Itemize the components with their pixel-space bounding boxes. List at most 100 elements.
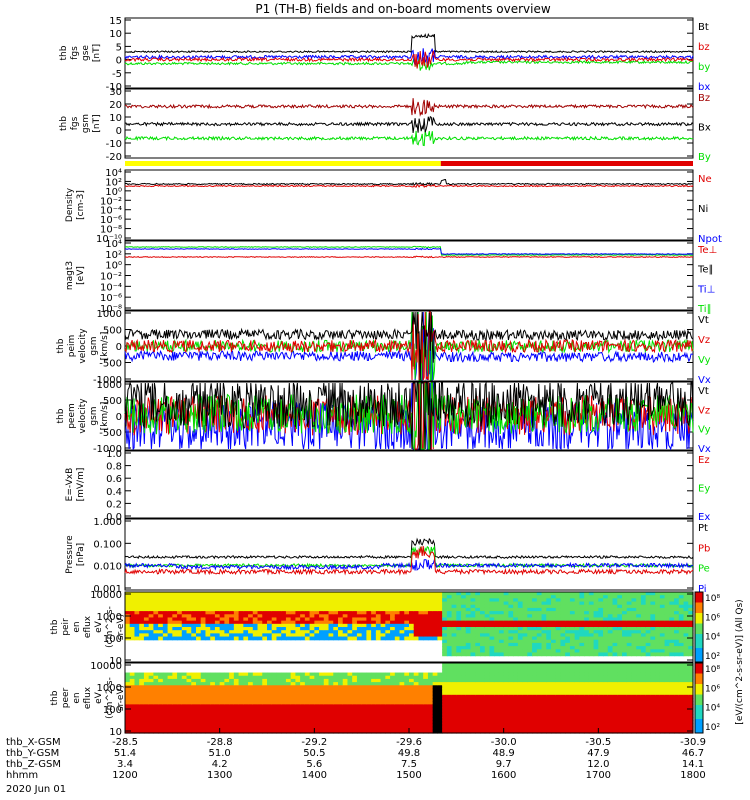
colorbar-swatch (695, 599, 703, 602)
colorbar-swatch (695, 731, 703, 734)
colorbar-swatch (695, 597, 703, 600)
colorbar-swatch (695, 648, 703, 651)
legend-entry: bz (698, 42, 710, 53)
y-axis-label: velocity (78, 328, 88, 364)
series-Vz (124, 311, 694, 381)
y-tick-label: 0 (116, 126, 122, 137)
y-tick-label: 10⁻⁴ (100, 282, 122, 293)
x-tick-label: -29.2 (301, 737, 327, 748)
colorbar-swatch (695, 722, 703, 725)
x-tick-label: 1200 (112, 770, 137, 781)
panel-frame (124, 240, 694, 311)
panel-9: 10000 1000 100 10 thb peer en eflux eV (cm^2-s-sr… (50, 661, 694, 738)
colorbar-swatch (695, 724, 703, 727)
colorbar-swatch (695, 713, 703, 716)
fast-survey-bar (440, 161, 693, 166)
y-axis-label: Pressure (65, 535, 75, 574)
colorbar-swatch (695, 602, 703, 605)
y-axis-label: thb (59, 45, 69, 60)
spectrogram-8 (125, 592, 694, 657)
colorbar-swatch (695, 668, 703, 671)
colorbar-swatch (695, 604, 703, 607)
colorbar-swatch (695, 653, 703, 656)
colorbar-tick: 10⁶ (705, 613, 720, 623)
y-axis-label: [km/s] (100, 332, 110, 361)
colorbar-swatch (695, 593, 703, 596)
y-axis-label: (cm^2-s- (105, 677, 115, 719)
series-Vx (124, 311, 694, 381)
x-tick-label: 7.5 (401, 759, 417, 770)
colorbar-swatch (695, 694, 703, 697)
y-axis-label: thb (56, 338, 66, 353)
colorbar-swatch (695, 660, 703, 663)
y-tick-label: 10 (109, 113, 122, 124)
series-bz (124, 50, 694, 69)
legend-entry: Ti∥ (697, 304, 712, 315)
y-tick-label: 0 (116, 342, 122, 353)
colorbar-swatch (695, 726, 703, 729)
colorbar-swatch (695, 656, 703, 659)
colorbar-swatch (695, 666, 703, 669)
legend-entry: Ey (698, 484, 710, 495)
colorbar-swatch (695, 671, 703, 674)
x-tick-label: 4.2 (212, 759, 228, 770)
colorbar-swatch (695, 616, 703, 619)
legend-entry: Pe (698, 564, 710, 575)
series-Vy (124, 382, 694, 451)
colorbar-swatch (695, 692, 703, 695)
legend-entry: Ex (698, 512, 710, 523)
y-tick-label: -10 (106, 82, 122, 93)
colorbar-swatch (695, 639, 703, 642)
colorbar-swatch (695, 632, 703, 635)
panel-6: 1.0 0.80.6 0.40.2 0.0 E=-VxB [mV/m] Ez Ey Ex (65, 449, 710, 523)
y-tick-label: 10 (109, 656, 122, 667)
colorbar-swatch (695, 720, 703, 723)
colorbar-swatch (695, 715, 703, 718)
panel-0: 15 10 5 0 -5 -10 thb fgs gse [nT] Bt bz by bx (59, 16, 710, 93)
legend-entry: Bx (698, 123, 711, 134)
colorbar-swatch (695, 646, 703, 649)
colorbar-swatch (695, 625, 703, 628)
colorbar-swatch (695, 630, 703, 633)
panel-7: 1.000 0.100 0.010 0.001 Pressure [nPa] Pt Pb Pe P… (65, 517, 710, 595)
y-axis-label: en (72, 692, 82, 703)
x-tick-label: 1300 (207, 770, 232, 781)
colorbar-swatch (695, 595, 703, 598)
x-tick-label: 46.7 (682, 748, 704, 759)
y-tick-label: -1000 (93, 375, 122, 386)
y-axis-label: [km/s] (100, 402, 110, 431)
y-tick-label: 10⁴ (105, 239, 122, 250)
legend-entry: Pi (698, 584, 707, 595)
legend-entry: Vt (698, 386, 709, 397)
legend-entry: bx (698, 82, 710, 93)
x-tick-label: 5.6 (306, 759, 322, 770)
y-axis-label: thb (59, 116, 69, 131)
legend-entry: Ez (698, 455, 710, 466)
y-tick-label: 0 (116, 412, 122, 423)
x-tick-label: 51.4 (114, 748, 136, 759)
colorbar-swatch (695, 698, 703, 701)
y-tick-label: 100 (103, 705, 122, 716)
series-Pb (124, 545, 694, 576)
date-label: 2020 Jun 01 (6, 784, 66, 795)
y-tick-label: 0.4 (106, 487, 122, 498)
y-axis-label: peer (61, 687, 71, 708)
y-tick-label: 10 (109, 727, 122, 738)
colorbar-swatch (695, 685, 703, 688)
y-axis-label: thb (50, 690, 60, 705)
colorbar-tick: 10⁴ (705, 633, 720, 643)
y-tick-label: 0.6 (106, 474, 122, 485)
colorbar-swatch (695, 684, 703, 687)
colorbar-swatch (695, 651, 703, 654)
colorbar-swatch (695, 689, 703, 692)
colorbar-swatch (695, 621, 703, 624)
y-tick-label: 0.2 (106, 499, 122, 510)
x-tick-label: 50.5 (303, 748, 325, 759)
colorbar-swatch (695, 678, 703, 681)
colorbar-swatch (695, 703, 703, 706)
series-Ne (124, 184, 694, 188)
y-tick-label: 30 (109, 87, 122, 98)
legend-entry: Ni (698, 204, 708, 215)
colorbar-swatch (695, 664, 703, 667)
